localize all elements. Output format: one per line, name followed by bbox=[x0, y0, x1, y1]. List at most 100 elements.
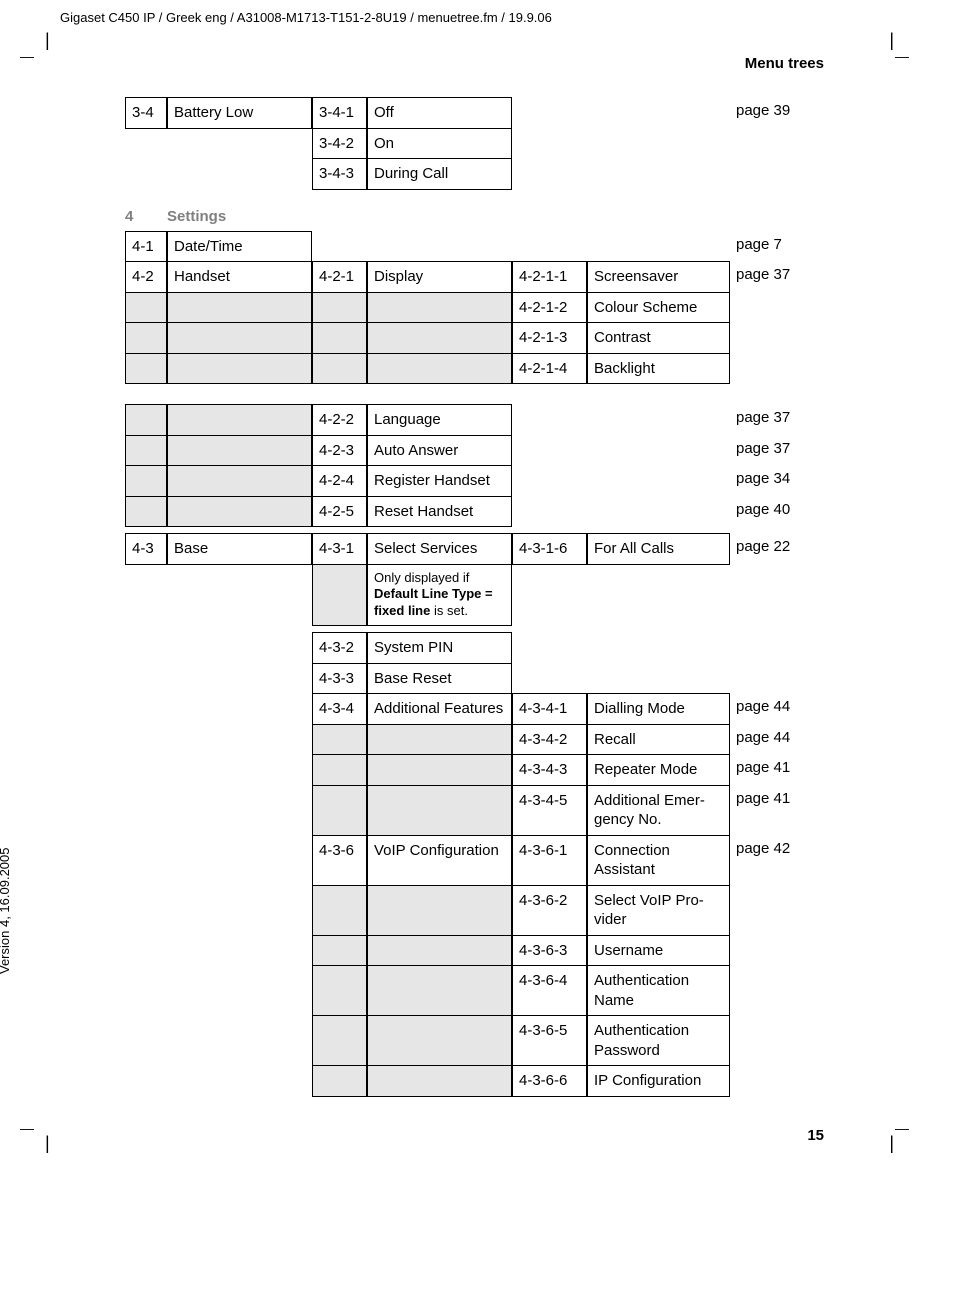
section-num: 4 bbox=[125, 208, 167, 225]
menu-label: Base Reset bbox=[367, 663, 512, 695]
menu-num: 4-3-3 bbox=[312, 663, 367, 695]
menu-label: Battery Low bbox=[167, 97, 312, 129]
table-row: 3-4 Battery Low 3-4-1 Off page 39 bbox=[125, 97, 824, 129]
menu-num: 4-3-1 bbox=[312, 533, 367, 565]
document-page: Gigaset C450 IP / Greek eng / A31008-M17… bbox=[0, 0, 954, 1194]
menu-label: Screensaver bbox=[587, 261, 730, 293]
menu-num: 4-2-4 bbox=[312, 465, 367, 497]
table-row: 4-2 Handset 4-2-1 Display 4-2-1-1 Screen… bbox=[125, 261, 824, 293]
crop-mark: — bbox=[20, 48, 34, 64]
menu-label: Date/Time bbox=[167, 231, 312, 263]
menu-label: IP Configuration bbox=[587, 1065, 730, 1097]
menu-label: During Call bbox=[367, 158, 512, 190]
page-ref: page 37 bbox=[730, 435, 820, 467]
menu-label: Repeater Mode bbox=[587, 754, 730, 786]
crop-mark: | bbox=[45, 30, 50, 51]
menu-label: Language bbox=[367, 404, 512, 436]
menu-label: Auto Answer bbox=[367, 435, 512, 467]
menu-num: 4-3-4 bbox=[312, 693, 367, 725]
crop-mark: — bbox=[895, 1120, 909, 1136]
crop-mark: | bbox=[45, 1133, 50, 1154]
menu-num: 3-4-3 bbox=[312, 158, 367, 190]
table-row: 4-2-5 Reset Handset page 40 bbox=[125, 496, 824, 528]
menu-num: 4-2-2 bbox=[312, 404, 367, 436]
menu-label: Authentication Name bbox=[587, 965, 730, 1016]
page-ref: page 37 bbox=[730, 261, 820, 293]
menu-num: 4-3-4-5 bbox=[512, 785, 587, 836]
menu-label: Connection Assistant bbox=[587, 835, 730, 886]
menu-num: 4-3-4-3 bbox=[512, 754, 587, 786]
table-row: 3-4-3 During Call bbox=[125, 158, 824, 190]
section-label: 4 Settings bbox=[125, 208, 824, 225]
menu-num: 4-2 bbox=[125, 261, 167, 293]
crop-mark: | bbox=[889, 30, 894, 51]
table-row: 4-3-6-3 Username bbox=[125, 935, 824, 967]
table-row: 4-2-1-4 Backlight bbox=[125, 353, 824, 385]
menu-num: 4-3 bbox=[125, 533, 167, 565]
table-row: 4-3-2 System PIN bbox=[125, 632, 824, 664]
table-row: 4-2-3 Auto Answer page 37 bbox=[125, 435, 824, 467]
menu-label: Colour Scheme bbox=[587, 292, 730, 324]
menu-label: On bbox=[367, 128, 512, 160]
menu-label: Authentication Password bbox=[587, 1015, 730, 1066]
menu-label: Handset bbox=[167, 261, 312, 293]
menu-label: Additional Emer­gency No. bbox=[587, 785, 730, 836]
menu-num: 4-3-2 bbox=[312, 632, 367, 664]
page-ref: page 40 bbox=[730, 496, 820, 528]
menu-num: 4-3-4-2 bbox=[512, 724, 587, 756]
table-row: 4-3-6-2 Select VoIP Pro­vider bbox=[125, 885, 824, 936]
menu-label: Off bbox=[367, 97, 512, 129]
menu-label: Contrast bbox=[587, 322, 730, 354]
table-row: 4-3-4-5 Additional Emer­gency No. page 4… bbox=[125, 785, 824, 836]
menu-num: 4-2-1-3 bbox=[512, 322, 587, 354]
section-text: Settings bbox=[167, 208, 226, 225]
page-ref: page 41 bbox=[730, 754, 820, 786]
menu-num: 4-3-6-4 bbox=[512, 965, 587, 1016]
menu-label: Select Services bbox=[367, 533, 512, 565]
crop-mark: — bbox=[895, 48, 909, 64]
doc-header: Gigaset C450 IP / Greek eng / A31008-M17… bbox=[60, 10, 894, 25]
menu-label: Base bbox=[167, 533, 312, 565]
menu-num: 4-2-1-4 bbox=[512, 353, 587, 385]
menu-num: 4-3-4-1 bbox=[512, 693, 587, 725]
page-ref: page 34 bbox=[730, 465, 820, 497]
version-text: Version 4, 16.09.2005 bbox=[0, 847, 12, 974]
menu-label: System PIN bbox=[367, 632, 512, 664]
menu-num: 4-3-1-6 bbox=[512, 533, 587, 565]
menu-num: 4-3-6-5 bbox=[512, 1015, 587, 1066]
table-row: Only displayed if Default Line Type = fi… bbox=[125, 564, 824, 627]
menu-label: Register Handset bbox=[367, 465, 512, 497]
menu-num: 4-3-6-1 bbox=[512, 835, 587, 886]
menu-num: 4-3-6 bbox=[312, 835, 367, 886]
table-row: 4-2-4 Register Handset page 34 bbox=[125, 465, 824, 497]
section-header: Menu trees bbox=[60, 55, 824, 72]
crop-mark: — bbox=[20, 1120, 34, 1136]
menu-label: VoIP Configura­tion bbox=[367, 835, 512, 886]
menu-label: Recall bbox=[587, 724, 730, 756]
menu-label: Reset Handset bbox=[367, 496, 512, 528]
menu-num: 4-3-6-2 bbox=[512, 885, 587, 936]
crop-mark: | bbox=[889, 1133, 894, 1154]
table-row: 4-2-2 Language page 37 bbox=[125, 404, 824, 436]
menu-label: Backlight bbox=[587, 353, 730, 385]
menu-label: Additional Fea­tures bbox=[367, 693, 512, 725]
menu-num: 4-1 bbox=[125, 231, 167, 263]
table-row: 4-3-4-2 Recall page 44 bbox=[125, 724, 824, 756]
page-ref: page 39 bbox=[730, 97, 820, 129]
page-ref: page 42 bbox=[730, 835, 820, 886]
menu-label: Username bbox=[587, 935, 730, 967]
table-row: 4-3-6 VoIP Configura­tion 4-3-6-1 Connec… bbox=[125, 835, 824, 886]
menu-label: For All Calls bbox=[587, 533, 730, 565]
page-ref: page 44 bbox=[730, 693, 820, 725]
menu-num: 3-4-1 bbox=[312, 97, 367, 129]
menu-num: 4-2-5 bbox=[312, 496, 367, 528]
table-row: 3-4-2 On bbox=[125, 128, 824, 160]
table-row: 4-1 Date/Time page 7 bbox=[125, 231, 824, 263]
menu-label: Display bbox=[367, 261, 512, 293]
menu-label: Dialling Mode bbox=[587, 693, 730, 725]
table-row: 4-3-6-6 IP Configuration bbox=[125, 1065, 824, 1097]
menu-num: 4-3-6-6 bbox=[512, 1065, 587, 1097]
page-number: 15 bbox=[60, 1127, 824, 1144]
table-row: 4-3 Base 4-3-1 Select Services 4-3-1-6 F… bbox=[125, 533, 824, 565]
table-row: 4-2-1-3 Contrast bbox=[125, 322, 824, 354]
